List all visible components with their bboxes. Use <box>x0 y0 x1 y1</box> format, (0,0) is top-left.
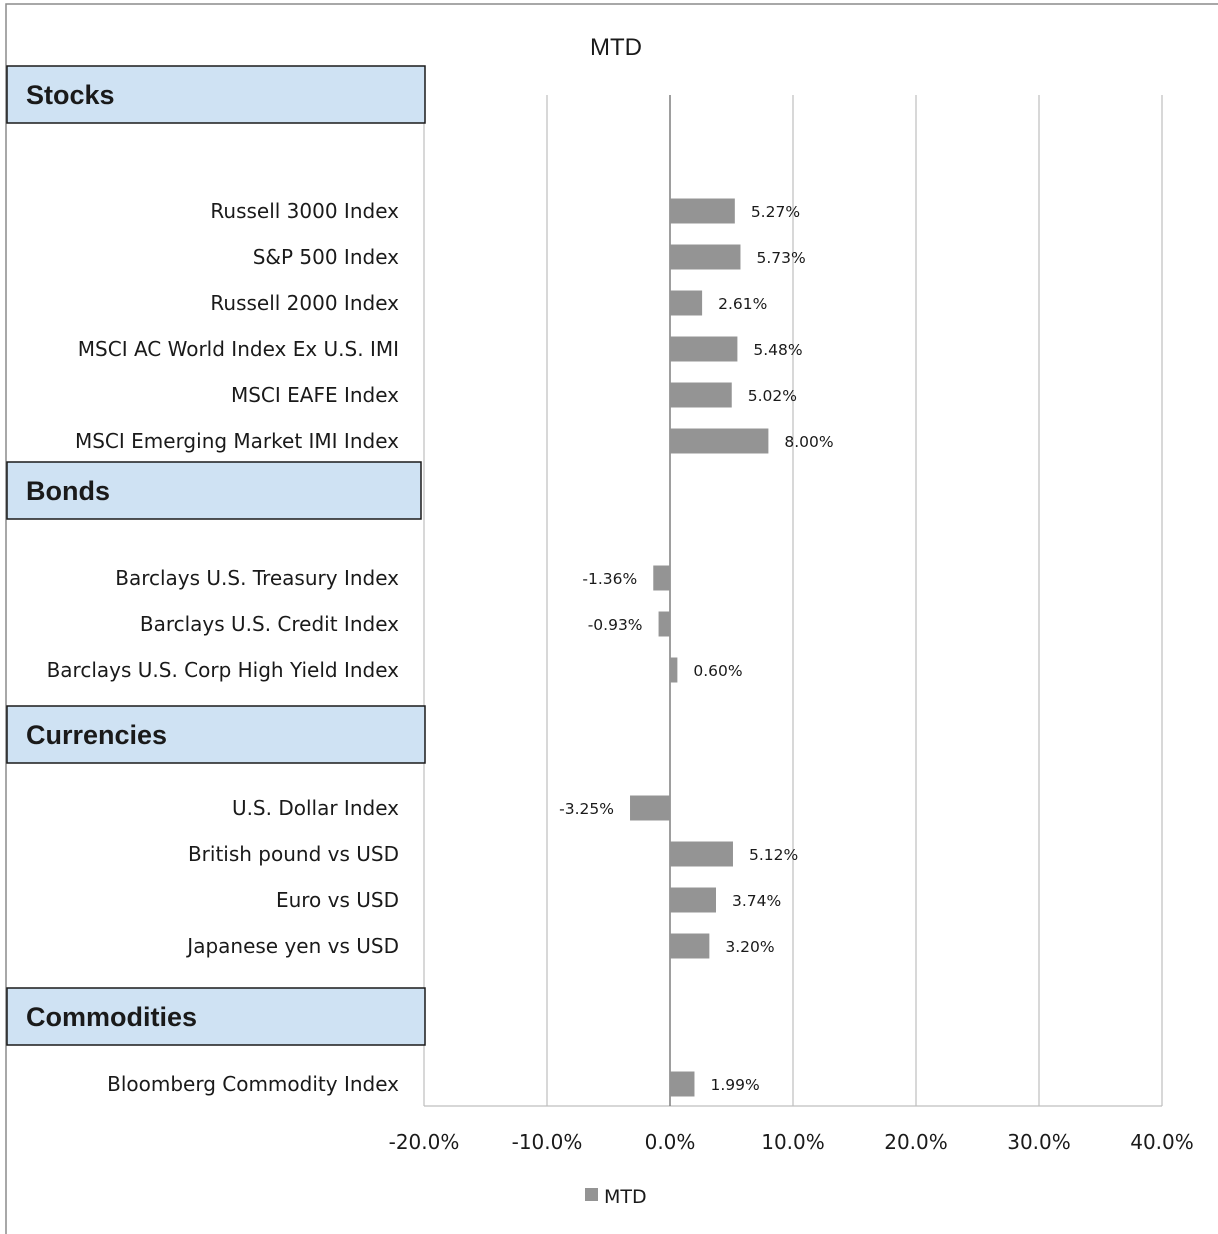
group-headers: Stocks Bonds Currencies Commodities <box>6 65 426 1046</box>
data-label: 5.48% <box>753 341 802 359</box>
x-tick-label: 0.0% <box>645 1130 696 1154</box>
category-label: S&P 500 Index <box>253 245 399 269</box>
category-label: MSCI AC World Index Ex U.S. IMI <box>78 337 399 361</box>
bar <box>670 841 733 867</box>
category-label: Barclays U.S. Treasury Index <box>115 566 399 590</box>
category-label: Barclays U.S. Credit Index <box>140 612 399 636</box>
bar <box>670 933 710 959</box>
data-label: 8.00% <box>784 433 833 451</box>
category-label: Barclays U.S. Corp High Yield Index <box>47 658 400 682</box>
data-label: 3.20% <box>725 938 774 956</box>
bar <box>670 382 732 408</box>
bar <box>670 198 735 224</box>
group-header-label: Currencies <box>26 720 167 750</box>
x-tick-label: 30.0% <box>1007 1130 1071 1154</box>
legend-swatch <box>585 1188 598 1201</box>
bar <box>658 611 670 637</box>
data-label: 2.61% <box>718 295 767 313</box>
bar <box>670 657 678 683</box>
bar <box>670 290 703 316</box>
data-labels: 5.27% 5.73% 2.61% 5.48% 5.02% 8.00% -1.36% -0.9… <box>559 203 833 1094</box>
group-header-label: Stocks <box>26 80 115 110</box>
bar <box>670 428 769 454</box>
bar <box>630 795 670 821</box>
category-label: MSCI EAFE Index <box>231 383 399 407</box>
x-tick-label: -20.0% <box>389 1130 460 1154</box>
data-label: 1.99% <box>710 1076 759 1094</box>
group-header-label: Commodities <box>26 1002 197 1032</box>
bar <box>670 1071 695 1097</box>
data-label: -3.25% <box>559 800 614 818</box>
category-label: Bloomberg Commodity Index <box>107 1072 399 1096</box>
bar <box>653 565 670 591</box>
data-label: 5.12% <box>749 846 798 864</box>
category-label: MSCI Emerging Market IMI Index <box>75 429 399 453</box>
category-label: U.S. Dollar Index <box>232 796 399 820</box>
group-header-box <box>6 65 426 124</box>
data-label: -0.93% <box>588 616 643 634</box>
data-label: 5.02% <box>748 387 797 405</box>
data-label: 3.74% <box>732 892 781 910</box>
x-tick-label: 20.0% <box>884 1130 948 1154</box>
category-label: Russell 2000 Index <box>210 291 399 315</box>
group-header-box <box>6 705 426 764</box>
x-tick-label: 40.0% <box>1130 1130 1194 1154</box>
category-label: Russell 3000 Index <box>210 199 399 223</box>
bar <box>670 336 738 362</box>
category-labels: Russell 3000 Index S&P 500 Index Russell 2… <box>47 199 400 1096</box>
legend: MTD <box>585 1186 647 1208</box>
group-header-box <box>6 987 426 1046</box>
x-axis-ticks: -20.0% -10.0% 0.0% 10.0% 20.0% 30.0% 40.0% <box>389 1130 1194 1154</box>
category-label: Japanese yen vs USD <box>185 934 399 958</box>
category-label: British pound vs USD <box>188 842 399 866</box>
chart-frame <box>5 3 1218 1234</box>
bar <box>670 887 717 913</box>
data-label: 5.27% <box>751 203 800 221</box>
bars <box>630 198 769 1097</box>
data-label: -1.36% <box>582 570 637 588</box>
gridlines <box>423 95 1163 1107</box>
group-header-box <box>6 461 422 520</box>
chart-title: MTD <box>590 34 642 61</box>
data-label: 0.60% <box>693 662 742 680</box>
legend-label: MTD <box>604 1186 647 1208</box>
data-label: 5.73% <box>756 249 805 267</box>
group-header-label: Bonds <box>26 476 110 506</box>
bar <box>670 244 741 270</box>
x-tick-label: 10.0% <box>761 1130 825 1154</box>
x-tick-label: -10.0% <box>512 1130 583 1154</box>
category-label: Euro vs USD <box>276 888 399 912</box>
